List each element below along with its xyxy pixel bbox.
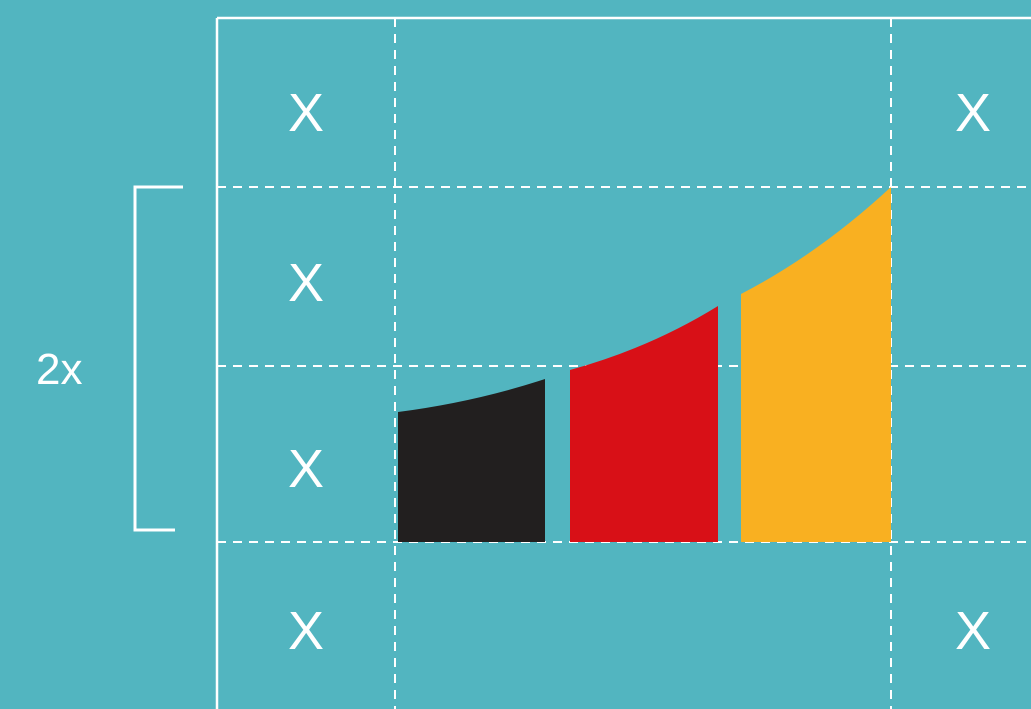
logo-bar-black [398,379,545,542]
clearance-mark-row2: X [288,253,325,313]
clearance-mark-top-right: X [955,83,992,143]
clearance-mark-row3: X [288,439,325,499]
span-label: 2x [36,345,83,394]
logo-bar-red [570,306,718,542]
clearance-mark-bottom-left: X [288,601,325,661]
logo-bar-gold [741,187,891,542]
span-bracket [133,185,183,532]
clearance-mark-top-left: X [288,83,325,143]
clearance-mark-bottom-right: X [955,601,992,661]
